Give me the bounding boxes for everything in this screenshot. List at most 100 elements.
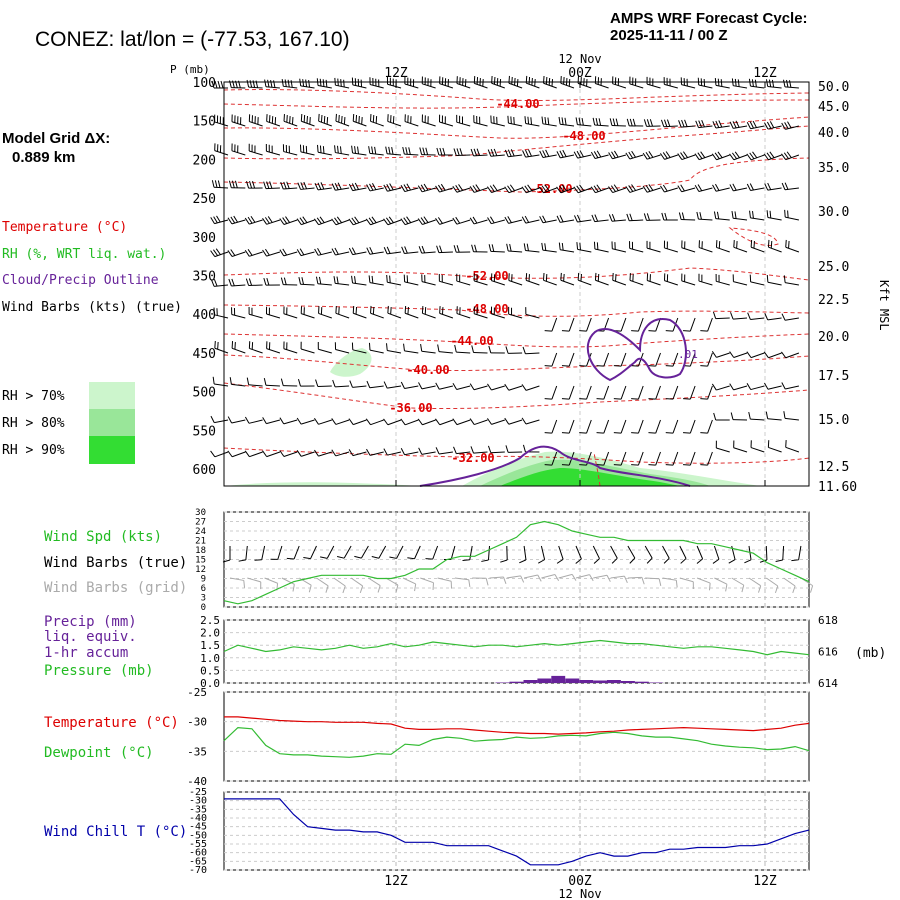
wind-barb <box>474 82 488 89</box>
wind-barb-flag <box>665 464 674 466</box>
wind-barb <box>733 281 748 286</box>
wind-barb <box>214 121 229 127</box>
wind-barb-flag <box>406 216 412 223</box>
wind-barb-flag <box>390 306 392 315</box>
wind-barb <box>335 451 350 457</box>
wind-barb-flag <box>787 210 789 218</box>
wind-barb-flag <box>749 183 754 191</box>
wind-barb <box>637 385 644 400</box>
wind-barb <box>612 154 627 160</box>
wind-barb-flag <box>212 376 215 385</box>
wind-barb <box>438 251 453 254</box>
dewpoint-label: Dewpoint (°C) <box>44 745 154 761</box>
wind-barb-flag <box>700 330 708 332</box>
wind-barb <box>387 187 402 192</box>
wind-barb-flag <box>615 118 619 126</box>
wind-barb-flag <box>596 184 602 191</box>
wind-barb <box>526 187 540 194</box>
wind-barb-flag <box>521 384 527 391</box>
wind-barb-flag <box>389 275 391 283</box>
cloud-outline <box>586 318 687 382</box>
wind-barb-flag <box>265 248 270 256</box>
rh-swatch-70 <box>89 382 135 409</box>
wind-barb-flag <box>269 181 273 189</box>
wind-barb-flag <box>558 185 565 193</box>
rh-label-80: RH > 80% <box>2 416 65 431</box>
wind-barb-flag <box>371 146 374 154</box>
wind-barb-flag <box>316 217 322 224</box>
wind-barb-flag <box>506 243 509 252</box>
wind-barb-flag <box>493 148 498 156</box>
wind-barb-flag <box>299 217 305 224</box>
wind-barb-flag <box>458 184 463 191</box>
top-tick-00z: 00Z <box>568 66 592 81</box>
wind-barb <box>301 120 315 127</box>
wind-barb <box>473 121 488 127</box>
wind-barb-true-flag <box>303 556 311 560</box>
wind-barb-flag <box>746 183 751 191</box>
wind-barb-flag <box>594 272 597 281</box>
wind-barb-grid-flag <box>468 579 471 588</box>
wind-barb <box>318 251 332 256</box>
wind-tick-9: 9 <box>201 575 206 585</box>
wind-barb <box>318 419 332 425</box>
wind-barb-flag <box>711 383 717 391</box>
wind-barb-flag <box>234 180 238 188</box>
wind-barb <box>283 451 298 457</box>
wind-barb <box>646 247 661 253</box>
wind-barb-grid-flag <box>502 576 507 584</box>
wind-barb-flag <box>649 119 653 127</box>
wind-barb <box>560 249 575 253</box>
wind-barb-true-flag <box>407 557 415 560</box>
wind-barb-flag <box>613 432 622 434</box>
wind-barb <box>265 187 280 190</box>
wind-barb-flag <box>383 381 388 389</box>
wind-barb <box>577 279 592 286</box>
wind-barb-flag <box>348 218 354 226</box>
wind-barb-flag <box>538 186 544 194</box>
wind-barb-flag <box>435 382 440 390</box>
windchill-panel: -25-30-35-40-45-50-55-60-65-70 Wind Chil… <box>44 787 810 876</box>
precip-tick-2.0: 2.0 <box>200 627 220 640</box>
wind-barb-flag <box>681 212 685 220</box>
pressure-tick-300: 300 <box>193 231 216 246</box>
wind-barb-flag <box>334 145 336 153</box>
wind-barb-flag <box>551 79 553 87</box>
wind-tick-15: 15 <box>195 556 206 566</box>
wind-barb-flag <box>266 277 270 286</box>
wind-barb-flag <box>576 214 581 222</box>
wind-barb-flag <box>765 79 769 87</box>
wind-barb-flag <box>591 214 596 222</box>
wind-barb <box>594 154 609 159</box>
wind-barb <box>698 218 713 221</box>
cross-section-panel: -44.00-48.00-52.00-52.00-48.00-44.00-40.… <box>170 63 891 495</box>
wind-barb-flag <box>593 185 599 192</box>
wind-barb-flag <box>507 115 509 124</box>
wind-barb-true <box>644 545 653 559</box>
top-time-axis: 12Z 00Z 12Z 12 Nov <box>384 52 777 81</box>
wind-barb-flag <box>267 216 273 223</box>
wind-barb-flag <box>730 412 734 420</box>
wind-barb-flag <box>249 181 253 189</box>
wind-barb <box>439 419 454 426</box>
wind-barb <box>672 419 679 434</box>
wind-barb-flag <box>320 182 325 190</box>
wind-barb-flag <box>735 120 740 128</box>
wind-barb <box>491 280 505 286</box>
wind-barb-flag <box>383 418 389 426</box>
wind-barb-flag <box>579 330 587 332</box>
wind-barb-true <box>627 545 636 559</box>
wind-barb-flag <box>590 151 596 159</box>
wind-barb-flag <box>264 217 270 224</box>
wind-barb-flag <box>354 216 360 224</box>
wind-barb <box>560 187 575 194</box>
precip-bar <box>607 680 621 683</box>
pressure-unit: (mb) <box>855 646 886 661</box>
wind-barb <box>689 419 696 434</box>
wind-barb-flag <box>665 330 674 332</box>
wind-barb <box>249 150 263 156</box>
wind-barb-flag <box>766 152 772 160</box>
wind-barb <box>266 419 281 425</box>
wind-barb <box>335 312 350 319</box>
wind-barb <box>421 385 436 390</box>
